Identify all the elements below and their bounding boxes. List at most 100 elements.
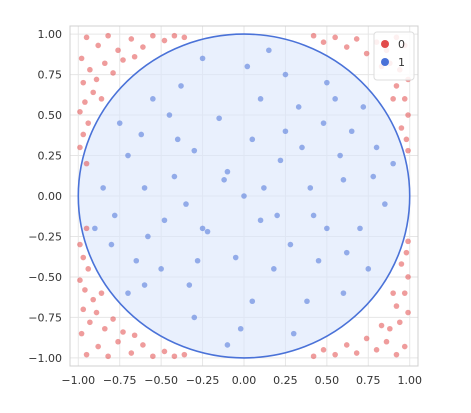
data-point	[102, 60, 108, 67]
data-point	[140, 342, 146, 348]
data-point	[93, 309, 100, 316]
data-point	[257, 96, 264, 102]
data-point	[191, 147, 198, 154]
data-point	[111, 212, 118, 219]
data-point	[133, 257, 140, 264]
data-point	[332, 351, 338, 358]
data-point	[115, 47, 121, 54]
data-point	[95, 343, 101, 350]
data-point	[171, 173, 178, 180]
data-point	[271, 266, 277, 272]
data-point	[390, 290, 396, 296]
data-point	[373, 144, 380, 151]
data-point	[405, 309, 411, 316]
data-point	[332, 96, 338, 102]
data-point	[396, 319, 403, 326]
data-point	[401, 290, 408, 296]
x-tick-label: 1.00	[397, 374, 422, 387]
data-point	[387, 325, 393, 332]
data-point	[216, 115, 222, 122]
data-point	[108, 241, 115, 248]
data-point	[382, 201, 388, 207]
data-point	[373, 347, 380, 353]
y-tick-label: 0.75	[38, 69, 63, 82]
data-point	[77, 277, 83, 283]
data-point	[320, 39, 327, 45]
data-point	[401, 96, 408, 102]
data-point	[405, 274, 411, 280]
data-point	[244, 63, 251, 70]
data-point	[80, 131, 87, 138]
data-point	[363, 335, 370, 342]
data-point	[95, 42, 101, 49]
data-point	[128, 36, 135, 42]
data-point	[204, 228, 211, 235]
data-point	[282, 71, 289, 78]
data-point	[310, 212, 317, 219]
data-point	[353, 350, 360, 356]
data-point	[393, 351, 400, 358]
data-point	[145, 233, 151, 240]
data-point	[183, 201, 189, 207]
data-point	[141, 282, 148, 288]
data-point	[224, 342, 231, 348]
data-point	[105, 32, 111, 39]
data-point	[82, 99, 88, 105]
y-tick-label: 0.00	[38, 190, 63, 203]
x-tick-label: 0.00	[232, 374, 257, 387]
data-point	[287, 241, 294, 248]
data-point	[401, 343, 408, 350]
legend-items: 01	[381, 38, 405, 69]
data-point	[241, 193, 247, 199]
data-point	[320, 120, 327, 126]
data-point	[92, 225, 98, 232]
data-point	[299, 144, 305, 151]
data-point	[141, 185, 148, 191]
data-point	[77, 144, 83, 151]
data-point	[83, 351, 90, 358]
data-point	[90, 89, 96, 96]
data-point	[181, 351, 188, 358]
data-point	[78, 330, 85, 337]
data-point	[378, 322, 385, 329]
y-tick-label: −0.75	[28, 311, 62, 324]
data-point	[343, 249, 350, 256]
data-point	[150, 353, 156, 360]
y-tick-label: −1.00	[28, 352, 62, 365]
data-point	[194, 257, 201, 264]
data-point	[120, 329, 126, 335]
data-point	[232, 254, 239, 261]
data-point	[249, 298, 256, 305]
data-point	[365, 266, 372, 272]
data-point	[171, 32, 178, 39]
data-point	[337, 152, 343, 159]
data-point	[249, 136, 256, 143]
data-point	[77, 109, 83, 115]
data-point	[405, 112, 411, 118]
data-point	[87, 66, 93, 73]
data-point	[295, 104, 302, 110]
data-point	[80, 306, 87, 313]
x-tick-label: 0.25	[273, 374, 298, 387]
data-point	[150, 96, 156, 102]
data-point	[85, 266, 92, 272]
data-point	[138, 131, 145, 138]
data-point	[261, 185, 267, 191]
data-point	[257, 217, 264, 224]
x-tick-label: −0.25	[186, 374, 220, 387]
data-point	[340, 290, 347, 296]
data-point	[390, 96, 396, 102]
data-point	[199, 225, 206, 232]
x-tick-label: 0.75	[356, 374, 381, 387]
data-point	[87, 319, 93, 326]
data-point	[393, 303, 400, 309]
data-point	[237, 325, 244, 332]
data-point	[98, 290, 105, 296]
data-point	[93, 76, 100, 83]
data-point	[320, 347, 327, 353]
data-point	[131, 53, 138, 60]
data-point	[398, 125, 405, 131]
data-point	[224, 168, 231, 175]
data-point	[403, 136, 410, 143]
data-point	[332, 34, 338, 41]
